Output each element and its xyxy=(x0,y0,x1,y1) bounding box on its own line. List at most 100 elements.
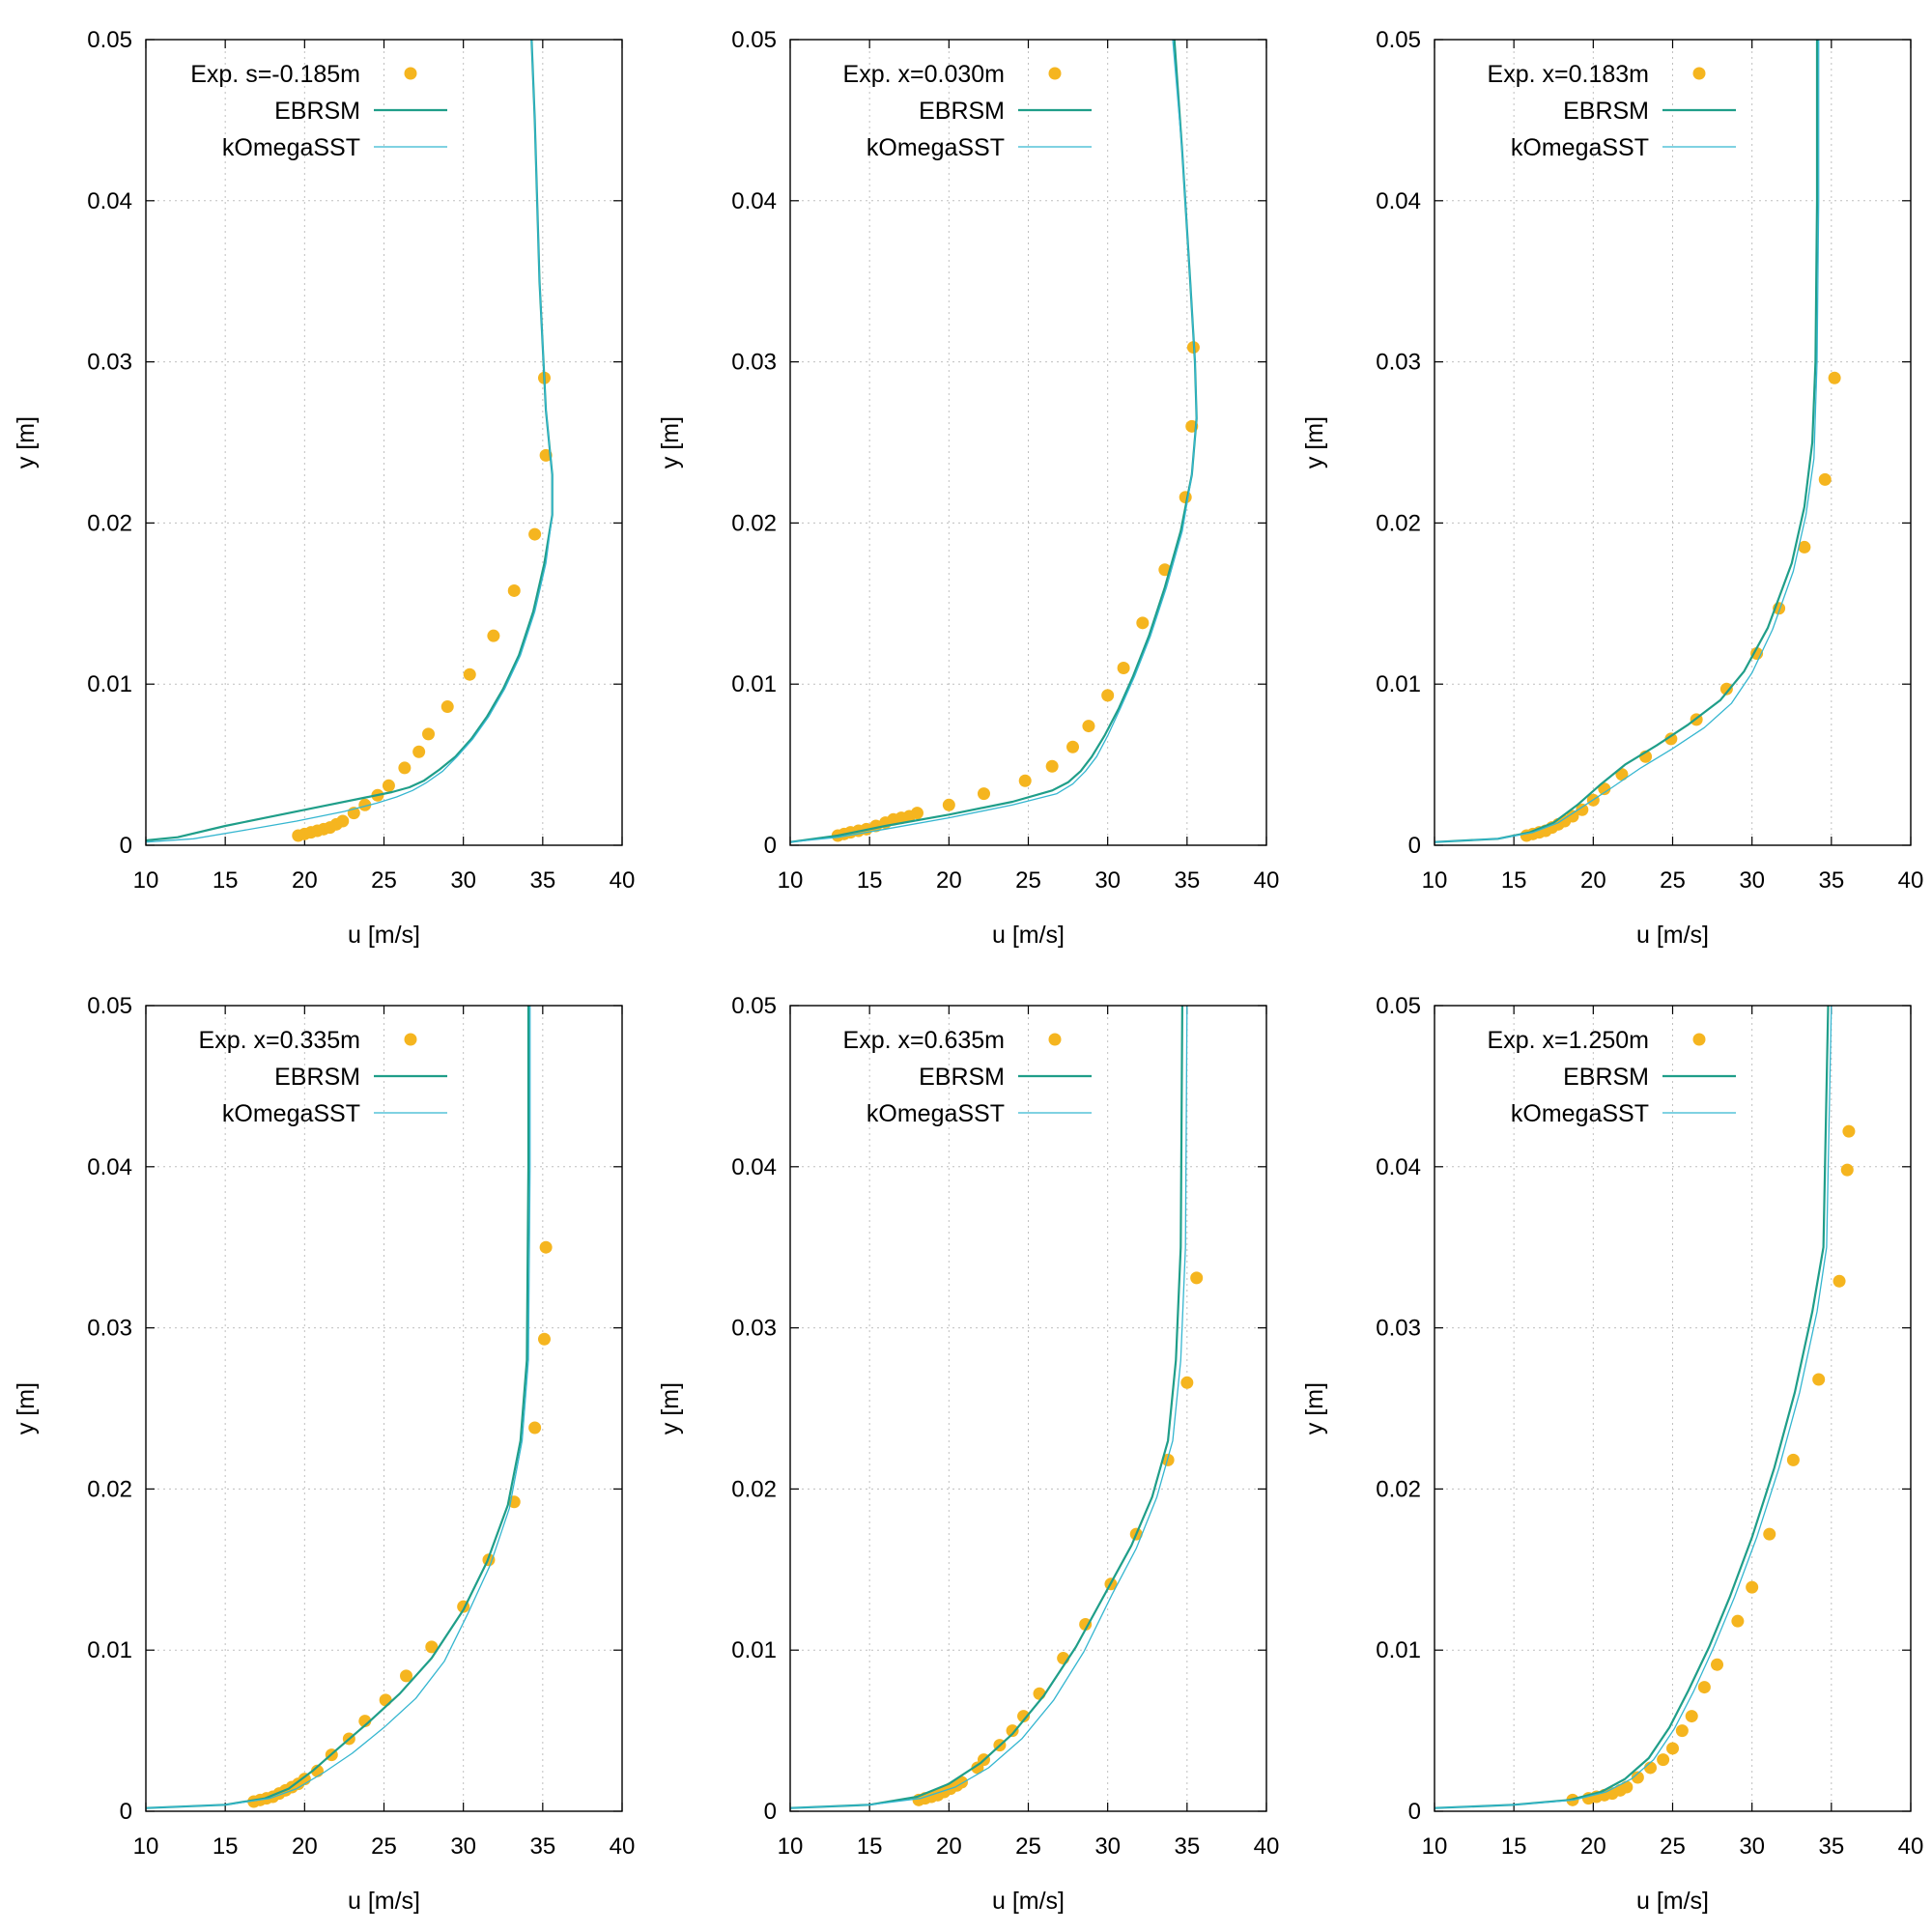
y-tick-label: 0 xyxy=(764,833,777,859)
x-tick-label: 20 xyxy=(292,867,318,894)
plot-frame xyxy=(1434,39,1912,846)
x-tick-label: 35 xyxy=(1174,1833,1200,1860)
experiment-point xyxy=(1018,774,1032,787)
legend-label: kOmegaSST xyxy=(222,1100,360,1127)
experiment-point xyxy=(358,1715,372,1728)
experiment-point xyxy=(1711,1658,1724,1671)
legend-marker-sample xyxy=(1692,1033,1706,1046)
chart-panel-6: 10 15 20 25 30 35 40 0 0.01 0.02 0.03 0.04 0.05 u [m/… xyxy=(1301,993,1923,1915)
y-axis-title: y [m] xyxy=(13,1382,40,1435)
experiment-point xyxy=(1566,810,1579,823)
x-tick-label: 20 xyxy=(1580,1833,1606,1860)
x-tick-label: 25 xyxy=(1015,1833,1041,1860)
x-tick-label: 10 xyxy=(778,867,804,894)
y-tick-label: 0.05 xyxy=(731,27,777,53)
series-line-ebrsm xyxy=(1435,40,1819,843)
experiment-point xyxy=(400,1669,413,1683)
x-axis-title: u [m/s] xyxy=(992,922,1065,949)
experiment-point xyxy=(1666,1742,1679,1755)
legend-label: EBRSM xyxy=(1563,98,1649,125)
legend-label: EBRSM xyxy=(919,98,1005,125)
x-tick-label: 40 xyxy=(1254,1833,1280,1860)
y-axis-title: y [m] xyxy=(13,416,40,469)
x-tick-label: 40 xyxy=(1254,867,1280,894)
x-tick-label: 40 xyxy=(610,1833,636,1860)
x-tick-label: 15 xyxy=(857,1833,883,1860)
y-axis-title: y [m] xyxy=(657,416,684,469)
y-tick-label: 0.01 xyxy=(731,1637,777,1663)
experiment-point xyxy=(1006,1724,1019,1738)
chart-panel-1: 10 15 20 25 30 35 40 0 0.01 0.02 0.03 0.04 0.05 u [m/… xyxy=(13,27,635,949)
legend-label: kOmegaSST xyxy=(1511,134,1649,161)
experiment-point xyxy=(1180,1376,1194,1389)
experiment-point xyxy=(1840,1163,1854,1177)
x-tick-label: 10 xyxy=(133,1833,159,1860)
x-tick-label: 15 xyxy=(1501,867,1527,894)
experiment-point xyxy=(539,1240,553,1254)
x-tick-label: 25 xyxy=(1015,867,1041,894)
x-axis-title: u [m/s] xyxy=(348,1888,420,1915)
plot-frame xyxy=(145,1005,623,1812)
x-tick-label: 15 xyxy=(857,867,883,894)
x-tick-label: 20 xyxy=(936,867,962,894)
series-line-komegasst xyxy=(790,40,1198,843)
experiment-point xyxy=(1017,1710,1031,1723)
y-tick-label: 0.02 xyxy=(1376,1476,1421,1502)
x-tick-label: 25 xyxy=(1660,1833,1686,1860)
y-axis-title: y [m] xyxy=(1301,1382,1328,1435)
experiment-point xyxy=(1598,782,1611,796)
y-tick-label: 0.03 xyxy=(1376,350,1421,376)
y-tick-label: 0.05 xyxy=(1376,27,1421,53)
legend-marker-sample xyxy=(1048,1033,1062,1046)
experiment-point xyxy=(412,745,426,758)
y-tick-label: 0.04 xyxy=(1376,1154,1421,1180)
experiment-point xyxy=(1786,1453,1800,1466)
experiment-point xyxy=(1161,1453,1175,1466)
y-tick-label: 0.05 xyxy=(87,27,132,53)
x-axis-title: u [m/s] xyxy=(1636,1888,1709,1915)
legend: Exp. x=1.250m EBRSM kOmegaSST xyxy=(1488,1027,1736,1127)
series-line-komegasst xyxy=(146,1006,531,1809)
legend-label: kOmegaSST xyxy=(867,134,1005,161)
experiment-point xyxy=(528,527,542,541)
x-tick-label: 25 xyxy=(371,1833,397,1860)
experiment-point xyxy=(1033,1687,1046,1700)
experiment-point xyxy=(398,761,412,775)
experiment-point xyxy=(1079,1618,1093,1632)
x-tick-label: 10 xyxy=(778,1833,804,1860)
x-tick-label: 15 xyxy=(1501,1833,1527,1860)
experiment-point xyxy=(528,1421,542,1435)
experiment-point xyxy=(1763,1527,1776,1541)
legend-label: kOmegaSST xyxy=(1511,1100,1649,1127)
y-tick-label: 0.02 xyxy=(1376,510,1421,536)
experiment-point xyxy=(1812,1373,1826,1386)
experiment-point xyxy=(382,779,395,792)
experiment-point xyxy=(1576,803,1589,816)
y-tick-label: 0.02 xyxy=(731,1476,777,1502)
experiment-point xyxy=(1615,768,1629,781)
y-tick-label: 0.01 xyxy=(1376,671,1421,697)
experiment-point xyxy=(1643,1761,1657,1775)
x-tick-label: 20 xyxy=(1580,867,1606,894)
experiment-point xyxy=(1664,732,1678,746)
experiment-point xyxy=(1620,1780,1634,1794)
x-tick-label: 30 xyxy=(450,1833,476,1860)
legend-marker-sample xyxy=(1692,67,1706,80)
y-tick-label: 0.01 xyxy=(87,1637,132,1663)
x-tick-label: 10 xyxy=(1422,1833,1448,1860)
plot-frame xyxy=(789,39,1267,846)
x-tick-label: 30 xyxy=(1094,867,1121,894)
experiment-point xyxy=(1685,1710,1698,1723)
x-tick-label: 20 xyxy=(936,1833,962,1860)
series-line-komegasst xyxy=(1435,1006,1833,1809)
x-axis-title: u [m/s] xyxy=(992,1888,1065,1915)
experiment-point xyxy=(425,1640,439,1654)
x-tick-label: 40 xyxy=(610,867,636,894)
legend: Exp. x=0.635m EBRSM kOmegaSST xyxy=(843,1027,1092,1127)
experiment-point xyxy=(1631,1771,1644,1784)
experiment-point xyxy=(1117,662,1130,675)
x-tick-label: 15 xyxy=(213,867,239,894)
series-line-komegasst xyxy=(1435,40,1820,843)
x-tick-label: 30 xyxy=(1094,1833,1121,1860)
y-tick-label: 0.03 xyxy=(731,350,777,376)
